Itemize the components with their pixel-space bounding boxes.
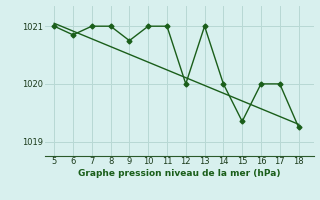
X-axis label: Graphe pression niveau de la mer (hPa): Graphe pression niveau de la mer (hPa) <box>78 169 280 178</box>
